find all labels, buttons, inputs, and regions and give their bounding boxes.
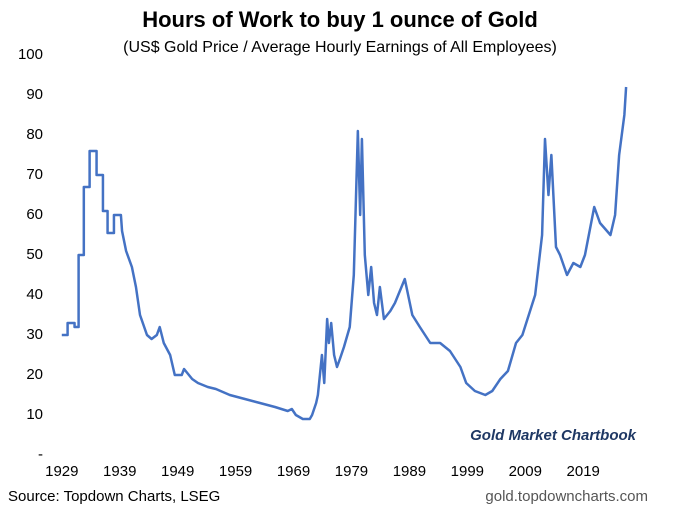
x-tick-label: 1959 — [219, 463, 252, 480]
y-tick-label: 60 — [26, 206, 43, 223]
y-tick-label: - — [38, 446, 43, 463]
x-tick-label: 1939 — [103, 463, 136, 480]
x-tick-label: 1929 — [45, 463, 78, 480]
y-tick-label: 80 — [26, 126, 43, 143]
x-tick-label: 2019 — [567, 463, 600, 480]
y-tick-label: 20 — [26, 366, 43, 383]
y-tick-label: 40 — [26, 286, 43, 303]
x-tick-label: 1999 — [451, 463, 484, 480]
annotation: Gold Market Chartbook — [470, 427, 637, 444]
y-tick-label: 90 — [26, 86, 43, 103]
x-tick-label: 1989 — [393, 463, 426, 480]
x-tick-label: 1979 — [335, 463, 368, 480]
website: gold.topdowncharts.com — [485, 488, 648, 505]
x-tick-label: 2009 — [509, 463, 542, 480]
x-tick-label: 1969 — [277, 463, 310, 480]
y-tick-label: 70 — [26, 166, 43, 183]
data-line — [61, 86, 628, 421]
y-tick-label: 100 — [18, 46, 43, 63]
x-tick-label: 1949 — [161, 463, 194, 480]
y-tick-label: 30 — [26, 326, 43, 343]
source: Source: Topdown Charts, LSEG — [8, 488, 220, 505]
y-tick-label: 10 — [26, 406, 43, 423]
y-tick-label: 50 — [26, 246, 43, 263]
chart-title: Hours of Work to buy 1 ounce of Gold — [142, 7, 538, 32]
chart-subtitle: (US$ Gold Price / Average Hourly Earning… — [123, 39, 557, 56]
